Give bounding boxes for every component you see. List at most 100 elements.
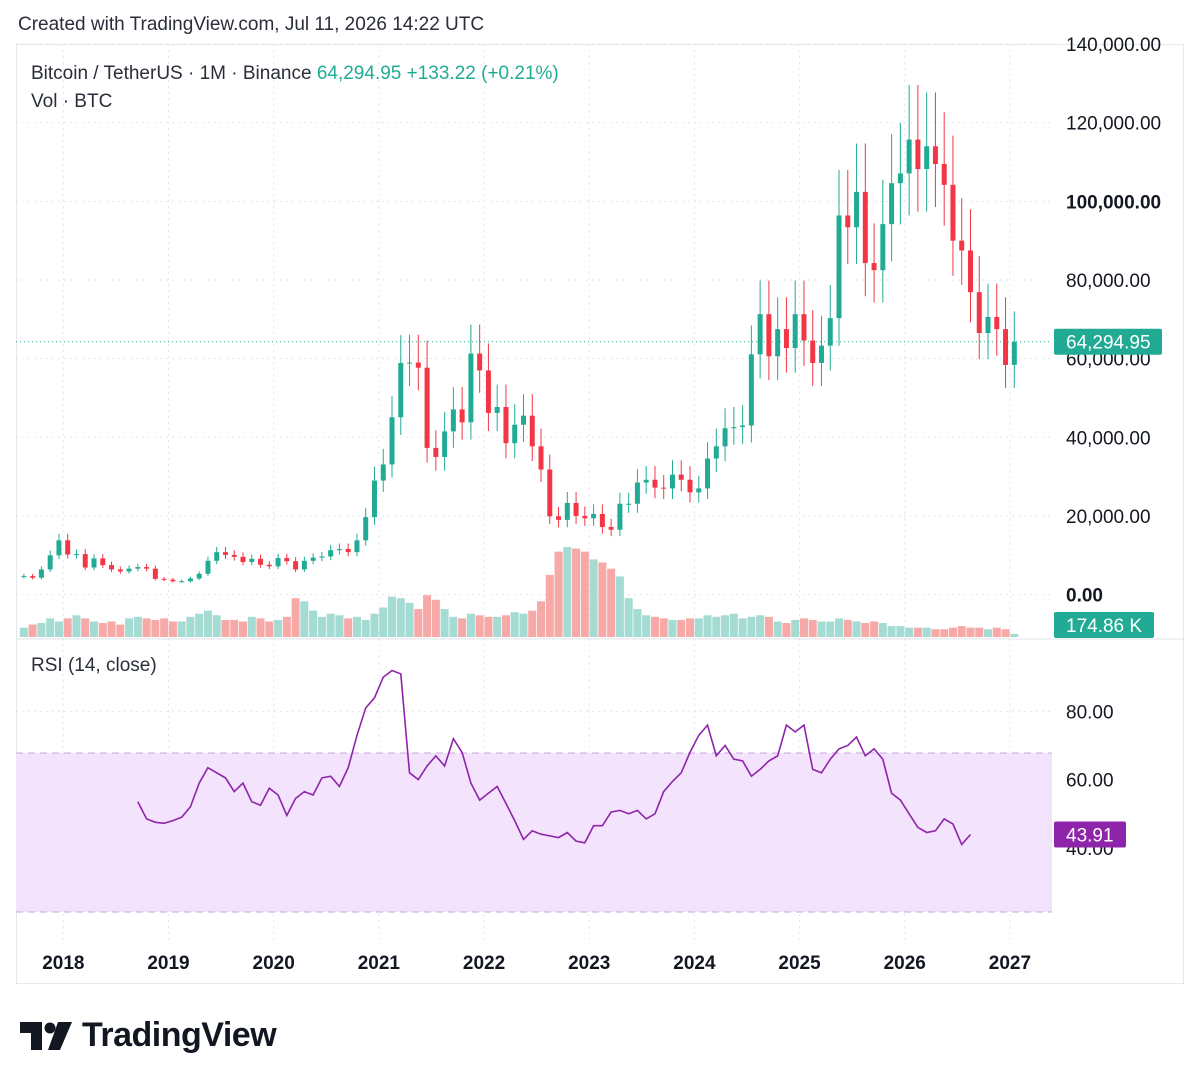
candle[interactable] [862,191,868,264]
candle[interactable] [976,292,982,334]
candle[interactable] [301,560,307,570]
candle[interactable] [450,409,456,432]
candle[interactable] [792,314,798,349]
candle[interactable] [249,558,255,562]
candle[interactable] [705,458,711,489]
candle[interactable] [520,415,526,425]
candle[interactable] [336,548,342,551]
candle[interactable] [231,554,237,557]
candle[interactable] [73,554,79,556]
candle[interactable] [240,556,246,562]
candle[interactable] [266,564,272,567]
candle[interactable] [722,428,728,447]
candle[interactable] [398,362,404,418]
candle[interactable] [144,567,150,569]
candle[interactable] [713,446,719,459]
symbol-title[interactable]: Bitcoin / TetherUS · 1M · Binance [31,63,312,84]
candle[interactable] [854,191,860,228]
candle[interactable] [187,578,193,582]
candle[interactable] [117,569,123,572]
candle[interactable] [731,427,737,429]
candle[interactable] [310,557,316,561]
candle[interactable] [766,314,772,357]
candle[interactable] [205,560,211,574]
candle[interactable] [836,215,842,319]
candle[interactable] [661,487,667,489]
candle[interactable] [573,502,579,516]
candle[interactable] [740,425,746,428]
candle[interactable] [214,552,220,561]
candle[interactable] [599,513,605,527]
candle[interactable] [161,578,167,580]
candle[interactable] [82,554,88,568]
candle[interactable] [582,515,588,519]
candle[interactable] [503,407,509,444]
candle[interactable] [30,576,36,578]
candle[interactable] [328,550,334,557]
candle[interactable] [950,184,956,241]
candle[interactable] [783,329,789,349]
candle[interactable] [959,240,965,251]
candle[interactable] [433,447,439,457]
candle[interactable] [345,548,351,553]
candle[interactable] [994,316,1000,330]
candle[interactable] [880,224,886,271]
rsi-legend[interactable]: RSI (14, close) [31,655,157,676]
candle[interactable] [152,568,158,579]
candle[interactable] [21,576,27,578]
candle[interactable] [100,558,106,566]
candle[interactable] [371,480,377,518]
candle[interactable] [626,503,632,505]
candle[interactable] [985,316,991,334]
candle[interactable] [564,502,570,520]
candle[interactable] [109,565,115,570]
candle[interactable] [65,540,71,555]
candle[interactable] [38,569,44,578]
candle[interactable] [415,362,421,368]
candle[interactable] [222,552,228,555]
candle[interactable] [801,314,807,341]
candle[interactable] [512,424,518,444]
candle[interactable] [906,139,912,174]
rsi-line[interactable] [137,669,972,846]
candle[interactable] [459,409,465,423]
candle[interactable] [617,503,623,530]
candle[interactable] [871,263,877,271]
candle[interactable] [924,146,930,170]
candle[interactable] [319,556,325,558]
candle[interactable] [494,407,500,413]
candle[interactable] [915,139,921,170]
candle[interactable] [380,464,386,481]
candle[interactable] [687,479,693,493]
candle[interactable] [652,479,658,488]
candle[interactable] [591,513,597,519]
candle[interactable] [363,517,369,541]
candle[interactable] [275,558,281,567]
candle[interactable] [669,474,675,489]
candle[interactable] [757,314,763,355]
candle[interactable] [56,540,62,556]
candle[interactable] [678,474,684,480]
candle[interactable] [407,362,413,364]
candle[interactable] [897,173,903,184]
candle[interactable] [556,516,562,520]
candle[interactable] [354,540,360,553]
candle[interactable] [179,581,185,583]
candle[interactable] [468,353,474,423]
candle[interactable] [889,183,895,225]
candle[interactable] [529,415,535,447]
candle[interactable] [293,561,299,570]
candle[interactable] [91,558,97,568]
candle[interactable] [389,417,395,465]
candle[interactable] [258,558,264,565]
tradingview-logo[interactable]: TradingView [20,1016,277,1055]
candle[interactable] [608,526,614,530]
candle[interactable] [827,318,833,346]
candle[interactable] [941,163,947,185]
candle[interactable] [196,573,202,579]
candle[interactable] [47,555,53,570]
candle[interactable] [284,558,290,562]
candle[interactable] [748,354,754,426]
candle[interactable] [810,340,816,363]
